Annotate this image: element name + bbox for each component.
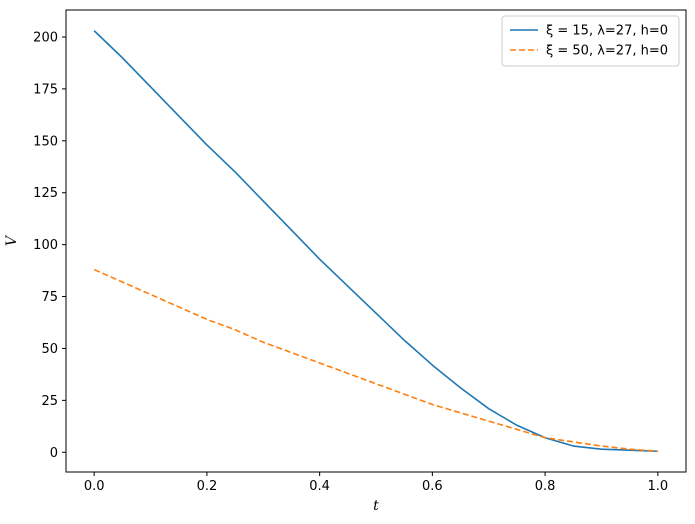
legend: ξ = 15, λ=27, h=0 ξ = 50, λ=27, h=0 xyxy=(501,15,680,67)
y-tick-label: 75 xyxy=(41,290,58,305)
plot-content xyxy=(93,30,658,453)
y-tick-label: 25 xyxy=(41,394,58,409)
legend-box xyxy=(501,15,680,67)
y-axis-label: V xyxy=(4,234,20,246)
x-tick-label: 0.6 xyxy=(422,479,443,494)
x-tick-label: 0.8 xyxy=(535,479,556,494)
x-tick-label: 0.4 xyxy=(309,479,330,494)
axes-frame xyxy=(65,9,687,473)
legend-label-1: ξ = 15, λ=27, h=0 xyxy=(546,24,668,39)
y-tick-label: 0 xyxy=(50,446,58,461)
y-axis-ticks: 0 25 50 75 100 125 150 175 200 xyxy=(33,30,66,461)
y-tick-label: 150 xyxy=(33,134,58,149)
x-tick-label: 0.0 xyxy=(84,479,105,494)
y-tick-label: 200 xyxy=(33,30,58,45)
x-tick-label: 0.2 xyxy=(197,479,218,494)
series-line-2 xyxy=(93,268,658,453)
series-line-1 xyxy=(93,30,658,453)
x-axis-label: t xyxy=(373,498,379,514)
legend-label-2: ξ = 50, λ=27, h=0 xyxy=(546,44,668,59)
x-tick-label: 1.0 xyxy=(647,479,668,494)
x-axis-ticks: 0.0 0.2 0.4 0.6 0.8 1.0 xyxy=(84,472,668,494)
y-tick-label: 50 xyxy=(41,342,58,357)
y-tick-label: 125 xyxy=(33,186,58,201)
y-tick-label: 100 xyxy=(33,238,58,253)
y-tick-label: 175 xyxy=(33,82,58,97)
